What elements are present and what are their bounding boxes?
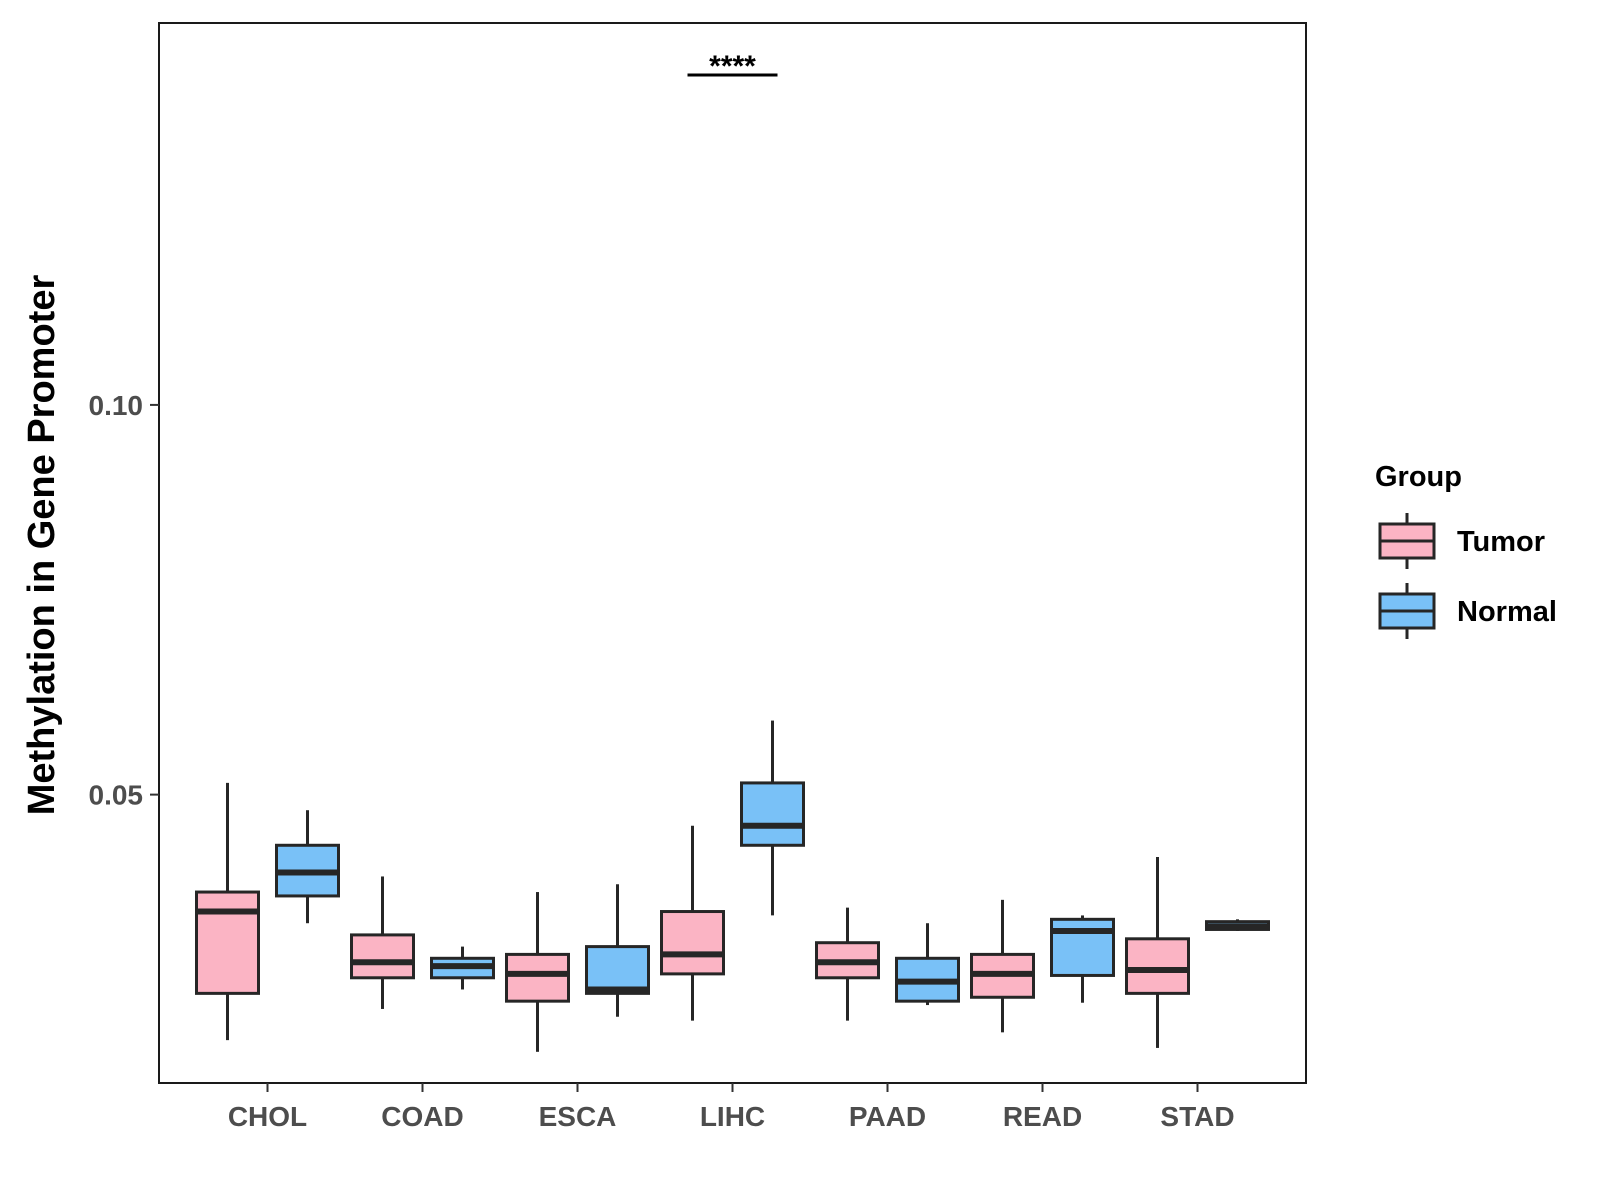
box-iqr: [350, 933, 415, 980]
x-tick-label: LIHC: [700, 1101, 765, 1132]
box-iqr: [1050, 917, 1115, 977]
y-axis: 0.05 0.10: [89, 390, 159, 811]
x-axis: CHOL COAD ESCA LIHC PAAD READ STAD: [228, 1083, 1235, 1132]
box-tumor-stad: [1125, 856, 1190, 1048]
box-iqr: [505, 952, 570, 1003]
box-iqr: [660, 910, 725, 976]
x-tick-label: STAD: [1160, 1101, 1234, 1132]
legend-label: Normal: [1457, 596, 1557, 628]
box-normal-coad: [430, 946, 495, 990]
box-iqr: [195, 890, 260, 995]
significance-label: ****: [709, 50, 756, 83]
legend-item-normal: Normal: [1378, 583, 1557, 639]
box-normal-chol: [275, 810, 340, 924]
annotation-layer: ****: [687, 50, 778, 83]
box-tumor-read: [970, 899, 1035, 1033]
box-tumor-chol: [195, 782, 260, 1041]
x-tick-label: CHOL: [228, 1101, 307, 1132]
legend-item-tumor: Tumor: [1378, 513, 1545, 569]
box-tumor-coad: [350, 876, 415, 1009]
box-tumor-paad: [815, 907, 880, 1021]
box-iqr: [585, 945, 650, 995]
box-normal-read: [1050, 915, 1115, 1003]
x-tick-label: COAD: [381, 1101, 463, 1132]
box-layer: [195, 720, 1270, 1052]
legend: Group Tumor Normal: [1375, 461, 1557, 639]
box-iqr: [740, 781, 805, 847]
y-tick-label: 0.10: [89, 390, 144, 421]
box-iqr: [1125, 937, 1190, 995]
plot-panel: [158, 22, 1307, 1084]
box-normal-stad: [1205, 919, 1270, 932]
x-tick-label: PAAD: [849, 1101, 926, 1132]
y-axis-label: Methylation in Gene Promoter: [21, 275, 63, 816]
box-normal-esca: [585, 884, 650, 1017]
box-tumor-lihc: [660, 825, 725, 1021]
box-normal-lihc: [740, 720, 805, 916]
legend-title: Group: [1375, 461, 1462, 493]
x-tick-label: READ: [1003, 1101, 1082, 1132]
legend-label: Tumor: [1457, 526, 1545, 558]
box-tumor-esca: [505, 892, 570, 1052]
y-tick-label: 0.05: [89, 780, 144, 811]
box-normal-paad: [895, 923, 960, 1006]
x-tick-label: ESCA: [539, 1101, 617, 1132]
